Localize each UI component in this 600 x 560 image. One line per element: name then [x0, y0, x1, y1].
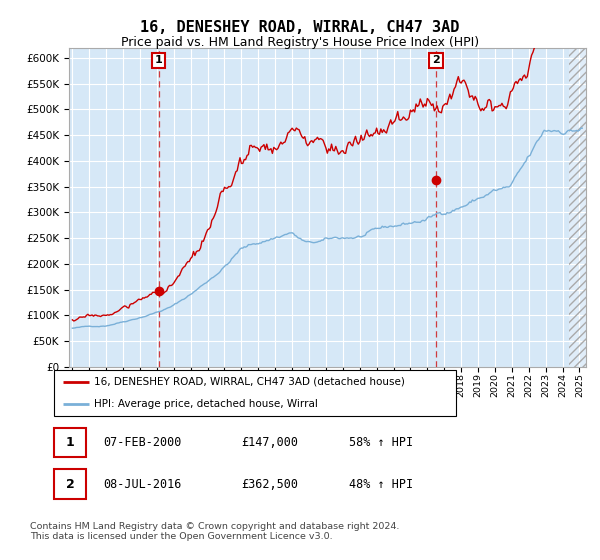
FancyBboxPatch shape — [54, 469, 86, 499]
FancyBboxPatch shape — [54, 370, 456, 416]
Text: 07-FEB-2000: 07-FEB-2000 — [103, 436, 182, 449]
Text: £147,000: £147,000 — [241, 436, 298, 449]
Text: 16, DENESHEY ROAD, WIRRAL, CH47 3AD: 16, DENESHEY ROAD, WIRRAL, CH47 3AD — [140, 20, 460, 35]
FancyBboxPatch shape — [54, 428, 86, 458]
Text: 1: 1 — [65, 436, 74, 449]
Text: 2: 2 — [65, 478, 74, 491]
Text: 1: 1 — [155, 55, 163, 66]
Text: 58% ↑ HPI: 58% ↑ HPI — [349, 436, 413, 449]
Text: Price paid vs. HM Land Registry's House Price Index (HPI): Price paid vs. HM Land Registry's House … — [121, 36, 479, 49]
Text: 48% ↑ HPI: 48% ↑ HPI — [349, 478, 413, 491]
Polygon shape — [569, 48, 586, 367]
Text: £362,500: £362,500 — [241, 478, 298, 491]
Text: 08-JUL-2016: 08-JUL-2016 — [103, 478, 182, 491]
Text: 2: 2 — [432, 55, 440, 66]
Text: 16, DENESHEY ROAD, WIRRAL, CH47 3AD (detached house): 16, DENESHEY ROAD, WIRRAL, CH47 3AD (det… — [94, 376, 405, 386]
Text: Contains HM Land Registry data © Crown copyright and database right 2024.
This d: Contains HM Land Registry data © Crown c… — [30, 522, 400, 542]
Text: HPI: Average price, detached house, Wirral: HPI: Average price, detached house, Wirr… — [94, 399, 318, 409]
